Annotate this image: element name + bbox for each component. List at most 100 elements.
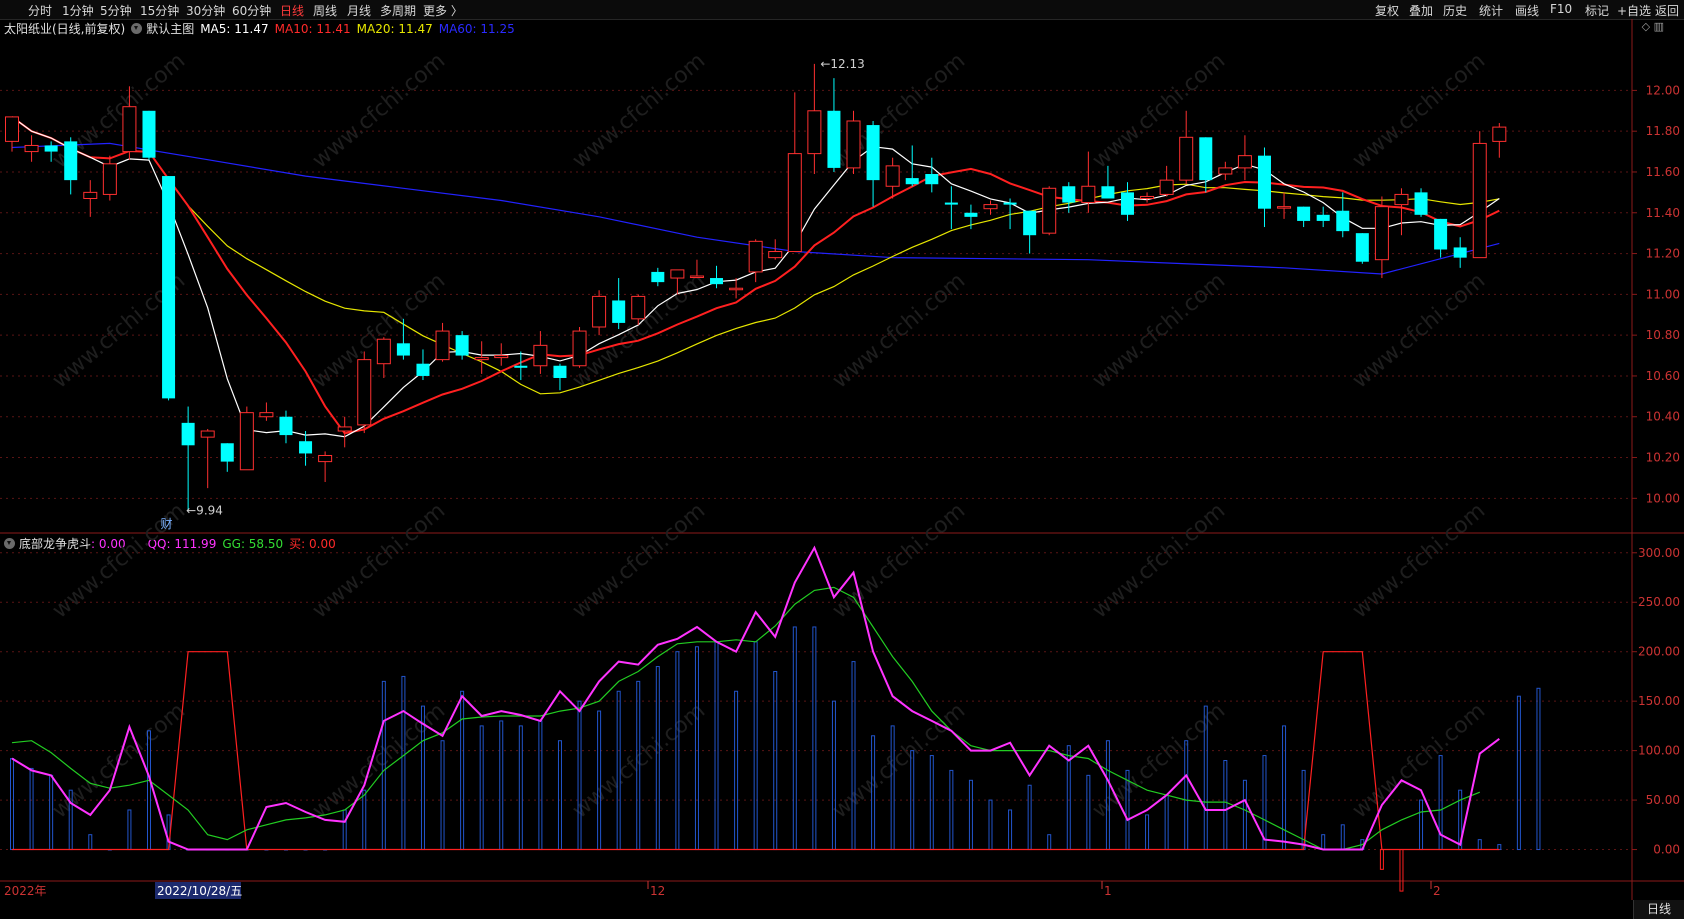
sub-indicator-2: 买: 0.00: [289, 537, 336, 551]
candle-body-up: [494, 355, 509, 359]
period-button-8[interactable]: 月线: [347, 4, 372, 18]
candle-body-down: [866, 125, 880, 181]
ma10-line: [11, 116, 1500, 435]
candle-body-up: [631, 295, 646, 320]
candle-body-down: [553, 365, 567, 378]
toolbar-button-2[interactable]: 历史: [1443, 4, 1468, 18]
period-tab-daily[interactable]: 日线: [1633, 900, 1684, 919]
sub-bar: [694, 646, 699, 851]
sub-bar: [812, 626, 817, 851]
watermark-text: www.cfchi.com: [568, 268, 710, 393]
sub-bar: [753, 641, 758, 851]
candle-body-down: [396, 343, 410, 356]
sub-bar: [88, 834, 93, 851]
template-label[interactable]: 默认主图: [146, 22, 195, 36]
sub-bar: [1047, 834, 1052, 851]
candle-body-down: [299, 441, 313, 454]
stock-chart[interactable]: www.cfchi.com www.cfchi.com www.cfchi.com w…: [0, 19, 1684, 900]
period-button-3[interactable]: 15分钟: [140, 4, 180, 18]
candle-body-down: [651, 271, 665, 283]
watermark-text: www.cfchi.com: [1088, 268, 1230, 393]
candle-body-up: [807, 110, 822, 155]
candle-body-up: [357, 359, 372, 426]
watermark-text: www.cfchi.com: [308, 48, 450, 173]
sub-panel-header: 底部龙争虎斗: 0.00 QQ: 111.99 GG: 58.50 买: 0.00: [4, 535, 342, 551]
toolbar-button-0[interactable]: 复权: [1375, 4, 1400, 18]
ma60-line: [11, 142, 1500, 275]
candle-body-down: [1297, 206, 1311, 221]
dropdown-icon[interactable]: [131, 23, 143, 34]
price-tick-label: 11.80: [1646, 124, 1680, 138]
sub-tick-label: 150.00: [1638, 694, 1680, 708]
sub-bar: [1477, 839, 1482, 851]
toolbar-button-7[interactable]: +自选: [1617, 4, 1652, 18]
candle-body-down: [1336, 210, 1350, 232]
sub-bar: [890, 725, 895, 851]
sub-bar: [557, 740, 562, 851]
sub-bar: [988, 799, 993, 851]
candle-body-up: [1394, 193, 1409, 206]
sub-bar: [1027, 784, 1032, 851]
panel-config-icons[interactable]: ◇ ▥: [1641, 20, 1664, 33]
candle-body-up: [337, 426, 352, 432]
sub-bar: [127, 809, 132, 851]
month-label: 12: [650, 884, 665, 898]
sub-indicator-0: QQ: 111.99: [147, 537, 217, 551]
period-button-6[interactable]: 日线: [280, 4, 305, 18]
dropdown-icon[interactable]: [4, 538, 15, 549]
candle-body-up: [572, 330, 587, 367]
candle-body-down: [944, 202, 958, 205]
sub-tick-label: 300.00: [1638, 546, 1680, 560]
month-label: 2: [1433, 884, 1441, 898]
price-tick-label: 10.20: [1646, 451, 1680, 465]
candle-body-up: [474, 357, 489, 361]
sub-bar: [577, 700, 582, 851]
sub-bar: [1497, 844, 1502, 851]
candle-body-up: [1179, 136, 1194, 181]
price-tick-label: 11.40: [1646, 206, 1680, 220]
month-label: 1: [1104, 884, 1112, 898]
sub-bar: [342, 809, 347, 851]
period-button-10[interactable]: 更多 〉: [423, 4, 463, 18]
candle-body-up: [102, 163, 117, 195]
candle-body-down: [1434, 218, 1448, 250]
candle-body-up: [83, 191, 98, 199]
sub-bar: [792, 626, 797, 851]
watermark-text: www.cfchi.com: [1348, 48, 1490, 173]
candle-body-down: [514, 365, 528, 368]
candle-body-down: [64, 141, 78, 181]
period-button-7[interactable]: 周线: [313, 4, 338, 18]
candle-body-up: [768, 251, 783, 259]
sub-bar: [1536, 687, 1541, 851]
candle-body-up: [1159, 179, 1174, 195]
toolbar-button-3[interactable]: 统计: [1479, 4, 1504, 18]
candle-body-up: [1042, 187, 1057, 234]
toolbar-button-4[interactable]: 画线: [1515, 4, 1540, 18]
ma-indicator-2: MA20: 11.47: [356, 22, 433, 36]
period-button-4[interactable]: 30分钟: [186, 4, 226, 18]
period-button-5[interactable]: 60分钟: [232, 4, 272, 18]
sub-bar: [518, 725, 523, 851]
candle-body-down: [1257, 155, 1271, 209]
sub-bar: [714, 641, 719, 851]
sub-bar: [1516, 695, 1521, 851]
candle-body-down: [905, 178, 919, 185]
sub-indicator-title[interactable]: 底部龙争虎斗: [19, 537, 92, 551]
toolbar-button-5[interactable]: F10: [1550, 2, 1573, 16]
sub-bar: [499, 720, 504, 851]
toolbar-button-6[interactable]: 标记: [1585, 4, 1610, 18]
candle-body-up: [1237, 155, 1252, 169]
period-button-1[interactable]: 1分钟: [62, 4, 94, 18]
period-button-2[interactable]: 5分钟: [100, 4, 132, 18]
toolbar-button-8[interactable]: 返回: [1655, 4, 1680, 18]
sub-bar: [1340, 824, 1345, 851]
sub-bar: [1419, 799, 1424, 851]
toolbar-button-1[interactable]: 叠加: [1409, 4, 1434, 18]
candle-body-up: [5, 116, 19, 142]
price-tick-label: 12.00: [1646, 83, 1680, 97]
qq-line: [11, 545, 1500, 851]
period-button-0[interactable]: 分时: [28, 4, 53, 18]
period-button-9[interactable]: 多周期: [380, 4, 417, 18]
watermark-text: www.cfchi.com: [828, 698, 970, 823]
sub-bar: [49, 774, 54, 851]
